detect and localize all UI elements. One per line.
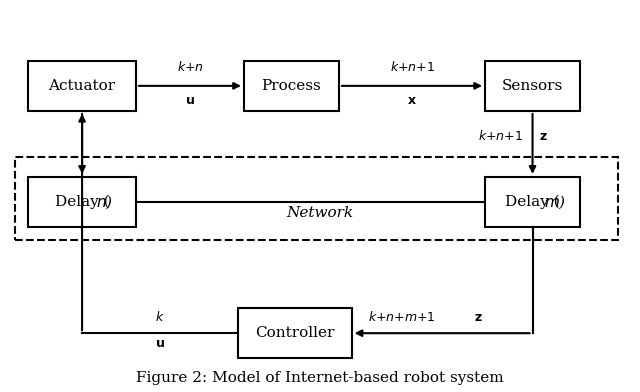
- Text: $\mathbf{x}$: $\mathbf{x}$: [407, 94, 417, 107]
- Text: $k{+}n$: $k{+}n$: [177, 60, 204, 74]
- Text: Delay (: Delay (: [505, 194, 560, 209]
- FancyBboxPatch shape: [28, 177, 136, 227]
- Text: $k{+}n{+}m{+}1$: $k{+}n{+}m{+}1$: [368, 310, 436, 323]
- Text: $\mathbf{u}$: $\mathbf{u}$: [155, 337, 164, 350]
- FancyBboxPatch shape: [485, 177, 580, 227]
- Text: $\mathbf{z}$: $\mathbf{z}$: [474, 310, 483, 323]
- Text: Delay (: Delay (: [55, 194, 109, 209]
- Text: Process: Process: [262, 79, 321, 93]
- Text: $\mathbf{u}$: $\mathbf{u}$: [185, 94, 195, 107]
- FancyBboxPatch shape: [244, 61, 339, 111]
- Text: Figure 2: Model of Internet-based robot system: Figure 2: Model of Internet-based robot …: [136, 371, 504, 385]
- Text: $n$): $n$): [96, 193, 113, 211]
- Text: $k{+}n{+}1$: $k{+}n{+}1$: [390, 60, 435, 74]
- Text: Controller: Controller: [255, 326, 334, 340]
- Text: Network: Network: [287, 207, 353, 220]
- FancyBboxPatch shape: [485, 61, 580, 111]
- Text: $\mathbf{z}$: $\mathbf{z}$: [539, 130, 547, 143]
- FancyBboxPatch shape: [28, 61, 136, 111]
- FancyBboxPatch shape: [237, 308, 352, 358]
- Text: Actuator: Actuator: [49, 79, 116, 93]
- Text: Sensors: Sensors: [502, 79, 563, 93]
- Text: $k{+}n{+}1$: $k{+}n{+}1$: [478, 129, 523, 143]
- Text: $k$: $k$: [155, 310, 164, 323]
- Text: $m$): $m$): [544, 193, 566, 211]
